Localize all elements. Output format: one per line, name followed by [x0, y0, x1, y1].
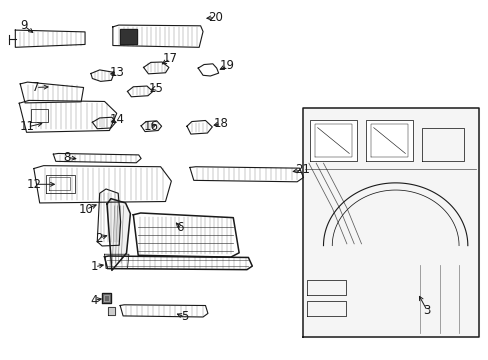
Text: 11: 11 — [20, 121, 35, 134]
Polygon shape — [366, 121, 412, 161]
Text: 17: 17 — [163, 52, 178, 65]
Text: 12: 12 — [26, 178, 41, 191]
Text: 8: 8 — [62, 151, 70, 164]
Polygon shape — [141, 121, 161, 132]
Polygon shape — [53, 153, 141, 163]
Polygon shape — [310, 121, 356, 161]
Polygon shape — [133, 213, 239, 257]
Polygon shape — [189, 167, 303, 182]
Text: 2: 2 — [95, 231, 103, 244]
Polygon shape — [113, 25, 203, 47]
Polygon shape — [92, 117, 116, 129]
Polygon shape — [20, 82, 83, 103]
Polygon shape — [303, 108, 478, 337]
Text: 21: 21 — [295, 163, 310, 176]
Text: 10: 10 — [79, 203, 93, 216]
Polygon shape — [102, 293, 111, 303]
Polygon shape — [107, 199, 130, 270]
Polygon shape — [186, 121, 212, 134]
Polygon shape — [120, 30, 137, 44]
Text: 20: 20 — [207, 11, 222, 24]
Text: 3: 3 — [423, 305, 430, 318]
Text: 18: 18 — [213, 117, 228, 130]
Polygon shape — [97, 189, 121, 246]
Text: 16: 16 — [143, 120, 158, 133]
Polygon shape — [127, 86, 153, 97]
Polygon shape — [15, 30, 85, 47]
Text: 19: 19 — [220, 59, 234, 72]
Polygon shape — [34, 166, 171, 203]
Polygon shape — [91, 70, 114, 81]
Text: 9: 9 — [20, 19, 28, 32]
Text: 5: 5 — [181, 310, 188, 324]
Polygon shape — [198, 64, 218, 76]
Polygon shape — [108, 307, 115, 315]
Text: 7: 7 — [32, 81, 40, 94]
Text: 13: 13 — [109, 66, 124, 79]
Text: 4: 4 — [90, 294, 98, 307]
Polygon shape — [120, 305, 207, 317]
Polygon shape — [19, 100, 117, 132]
Polygon shape — [143, 62, 168, 74]
Text: 14: 14 — [109, 113, 124, 126]
Text: 6: 6 — [176, 221, 183, 234]
Polygon shape — [104, 256, 252, 270]
Text: 1: 1 — [91, 260, 99, 273]
Text: 15: 15 — [148, 82, 163, 95]
